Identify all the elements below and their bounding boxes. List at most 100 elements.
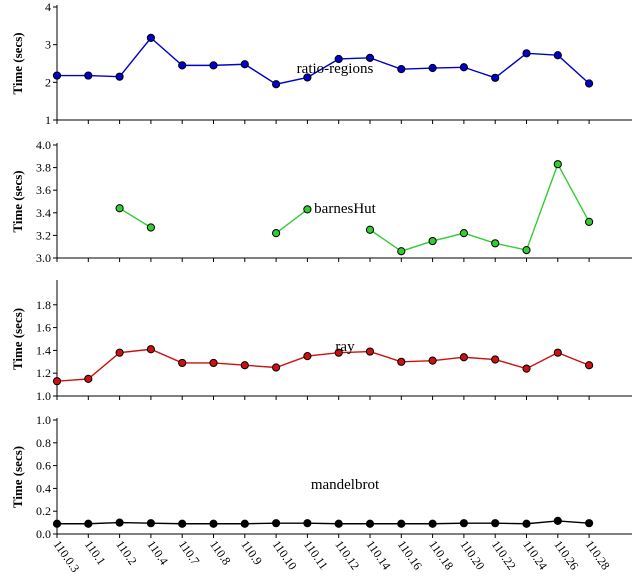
plot-title: barnesHut <box>314 201 376 217</box>
data-point <box>553 160 562 169</box>
data-point <box>334 54 343 64</box>
y-tick-label: 1.4 <box>36 343 51 357</box>
data-point <box>240 519 249 528</box>
y-tick-label: 1.8 <box>36 298 51 312</box>
series-line <box>119 207 152 229</box>
data-point <box>553 348 562 357</box>
x-tick-label: 110.10 <box>270 538 300 573</box>
series-line <box>56 348 590 382</box>
data-point <box>585 519 594 528</box>
data-point <box>84 71 93 80</box>
x-tick-label: 110.20 <box>457 538 487 573</box>
data-point <box>397 247 406 256</box>
data-point <box>52 377 62 386</box>
series-line <box>275 208 308 234</box>
x-tick-label: 110.18 <box>426 538 456 573</box>
y-tick-label: 3.8 <box>36 161 51 175</box>
data-point <box>84 374 93 383</box>
x-tick-label: 110.16 <box>395 538 425 573</box>
y-tick-label: 3 <box>45 38 51 52</box>
plot-title: ray <box>335 339 355 355</box>
data-point <box>272 363 281 372</box>
data-point <box>397 65 406 74</box>
series-line <box>57 36 590 85</box>
y-tick-label: 1.0 <box>36 413 51 427</box>
y-axis-label: Time (secs) <box>10 446 25 508</box>
data-point <box>303 73 312 82</box>
x-tick-label: 110.11 <box>301 538 331 572</box>
data-point <box>240 361 249 370</box>
y-tick-label: 2 <box>45 75 51 89</box>
y-tick-label: 0.8 <box>36 436 51 450</box>
x-tick-label: 110.28 <box>583 538 613 573</box>
data-point <box>52 519 62 528</box>
x-tick-label: 110.8 <box>207 538 234 568</box>
panel-barnesHut: 3.0 3.2 3.4 3.6 3.8 4.0 Time (secs) barnesHut <box>10 138 632 265</box>
data-point <box>522 364 531 373</box>
data-point <box>178 519 187 528</box>
data-point <box>115 518 124 527</box>
x-tick-label: 110.12 <box>332 538 362 573</box>
data-point <box>585 217 594 226</box>
x-tick-label: 110.9 <box>238 538 265 568</box>
x-tick-label: 110.22 <box>489 538 519 573</box>
y-tick-label: 1 <box>45 113 51 127</box>
data-point <box>585 79 594 88</box>
y-tick-label: 3.2 <box>36 228 51 242</box>
data-point <box>491 519 500 528</box>
y-tick-label: 3.4 <box>36 206 51 220</box>
data-point <box>146 519 155 528</box>
data-point <box>522 519 531 528</box>
data-point <box>522 245 531 255</box>
data-point <box>491 355 500 364</box>
series-line <box>57 520 590 525</box>
data-point <box>553 51 562 60</box>
y-tick-label: 1.0 <box>36 389 51 403</box>
y-axis-label: Time (secs) <box>10 308 25 370</box>
y-tick-label: 4 <box>45 0 51 14</box>
data-point <box>459 353 468 362</box>
panel-ray: 1.0 1.2 1.4 1.6 1.8 Time (secs) ray <box>10 280 632 403</box>
y-tick-label: 1.2 <box>36 366 51 380</box>
data-point <box>428 519 437 528</box>
y-axis-label: Time (secs) <box>10 170 25 232</box>
data-point <box>585 361 594 370</box>
data-point <box>178 358 187 368</box>
data-point <box>365 225 375 234</box>
y-tick-label: 0.2 <box>36 504 51 518</box>
y-tick-label: 0.6 <box>36 459 51 473</box>
data-point <box>365 519 375 528</box>
data-point <box>115 348 124 357</box>
y-axis-label: Time (secs) <box>10 32 25 94</box>
data-point <box>146 345 155 354</box>
y-tick-label: 0.0 <box>36 527 51 541</box>
data-point <box>303 205 312 214</box>
data-point <box>115 72 124 81</box>
data-point <box>303 352 312 361</box>
panel-ratio-regions: 1 2 3 4 Time (secs) ratio-regions <box>10 0 632 127</box>
data-point <box>522 49 531 58</box>
data-point <box>52 71 62 80</box>
y-tick-label: 4.0 <box>36 138 51 152</box>
x-tick-label: 110.4 <box>144 538 171 568</box>
data-point <box>491 73 500 82</box>
data-point <box>209 61 218 70</box>
panel-mandelbrot: 0.0 0.2 0.4 0.6 0.8 1.0 Time (secs) mandelbrot <box>10 413 632 541</box>
series-line <box>369 162 590 252</box>
data-point <box>209 519 218 528</box>
data-point <box>459 519 468 528</box>
x-tick-label: 110.1 <box>82 538 109 568</box>
data-point <box>365 53 375 62</box>
data-point <box>365 347 375 356</box>
data-point <box>334 519 343 528</box>
x-tick-label: 110.2 <box>113 538 140 568</box>
data-point <box>553 516 562 525</box>
data-point <box>240 60 249 69</box>
data-point <box>459 63 468 72</box>
data-point <box>84 519 93 528</box>
data-point <box>272 229 281 238</box>
data-point <box>428 236 437 246</box>
x-tick-label: 110.0.3 <box>51 538 83 575</box>
